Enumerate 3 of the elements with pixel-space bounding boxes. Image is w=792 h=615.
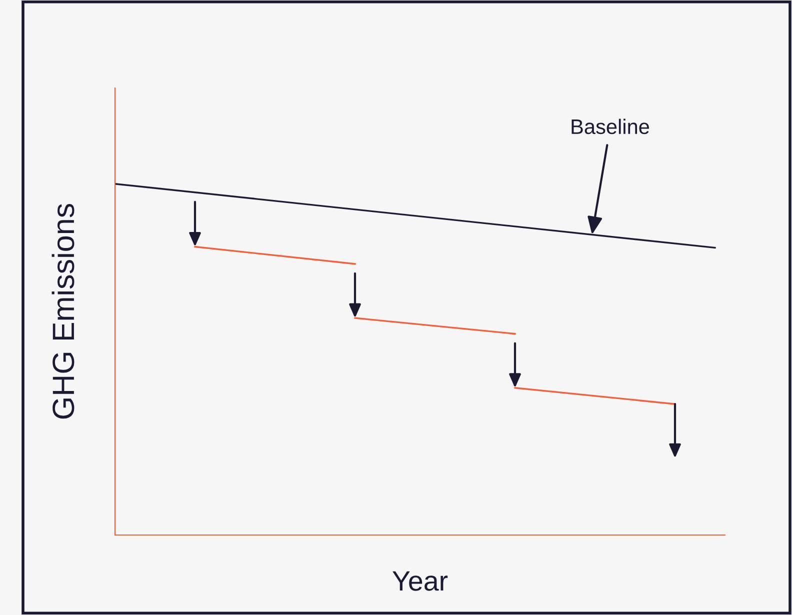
y-axis-title: GHG Emissions	[52, 204, 74, 419]
text: Baseline	[572, 118, 650, 134]
x-axis-title: Year	[392, 571, 448, 591]
